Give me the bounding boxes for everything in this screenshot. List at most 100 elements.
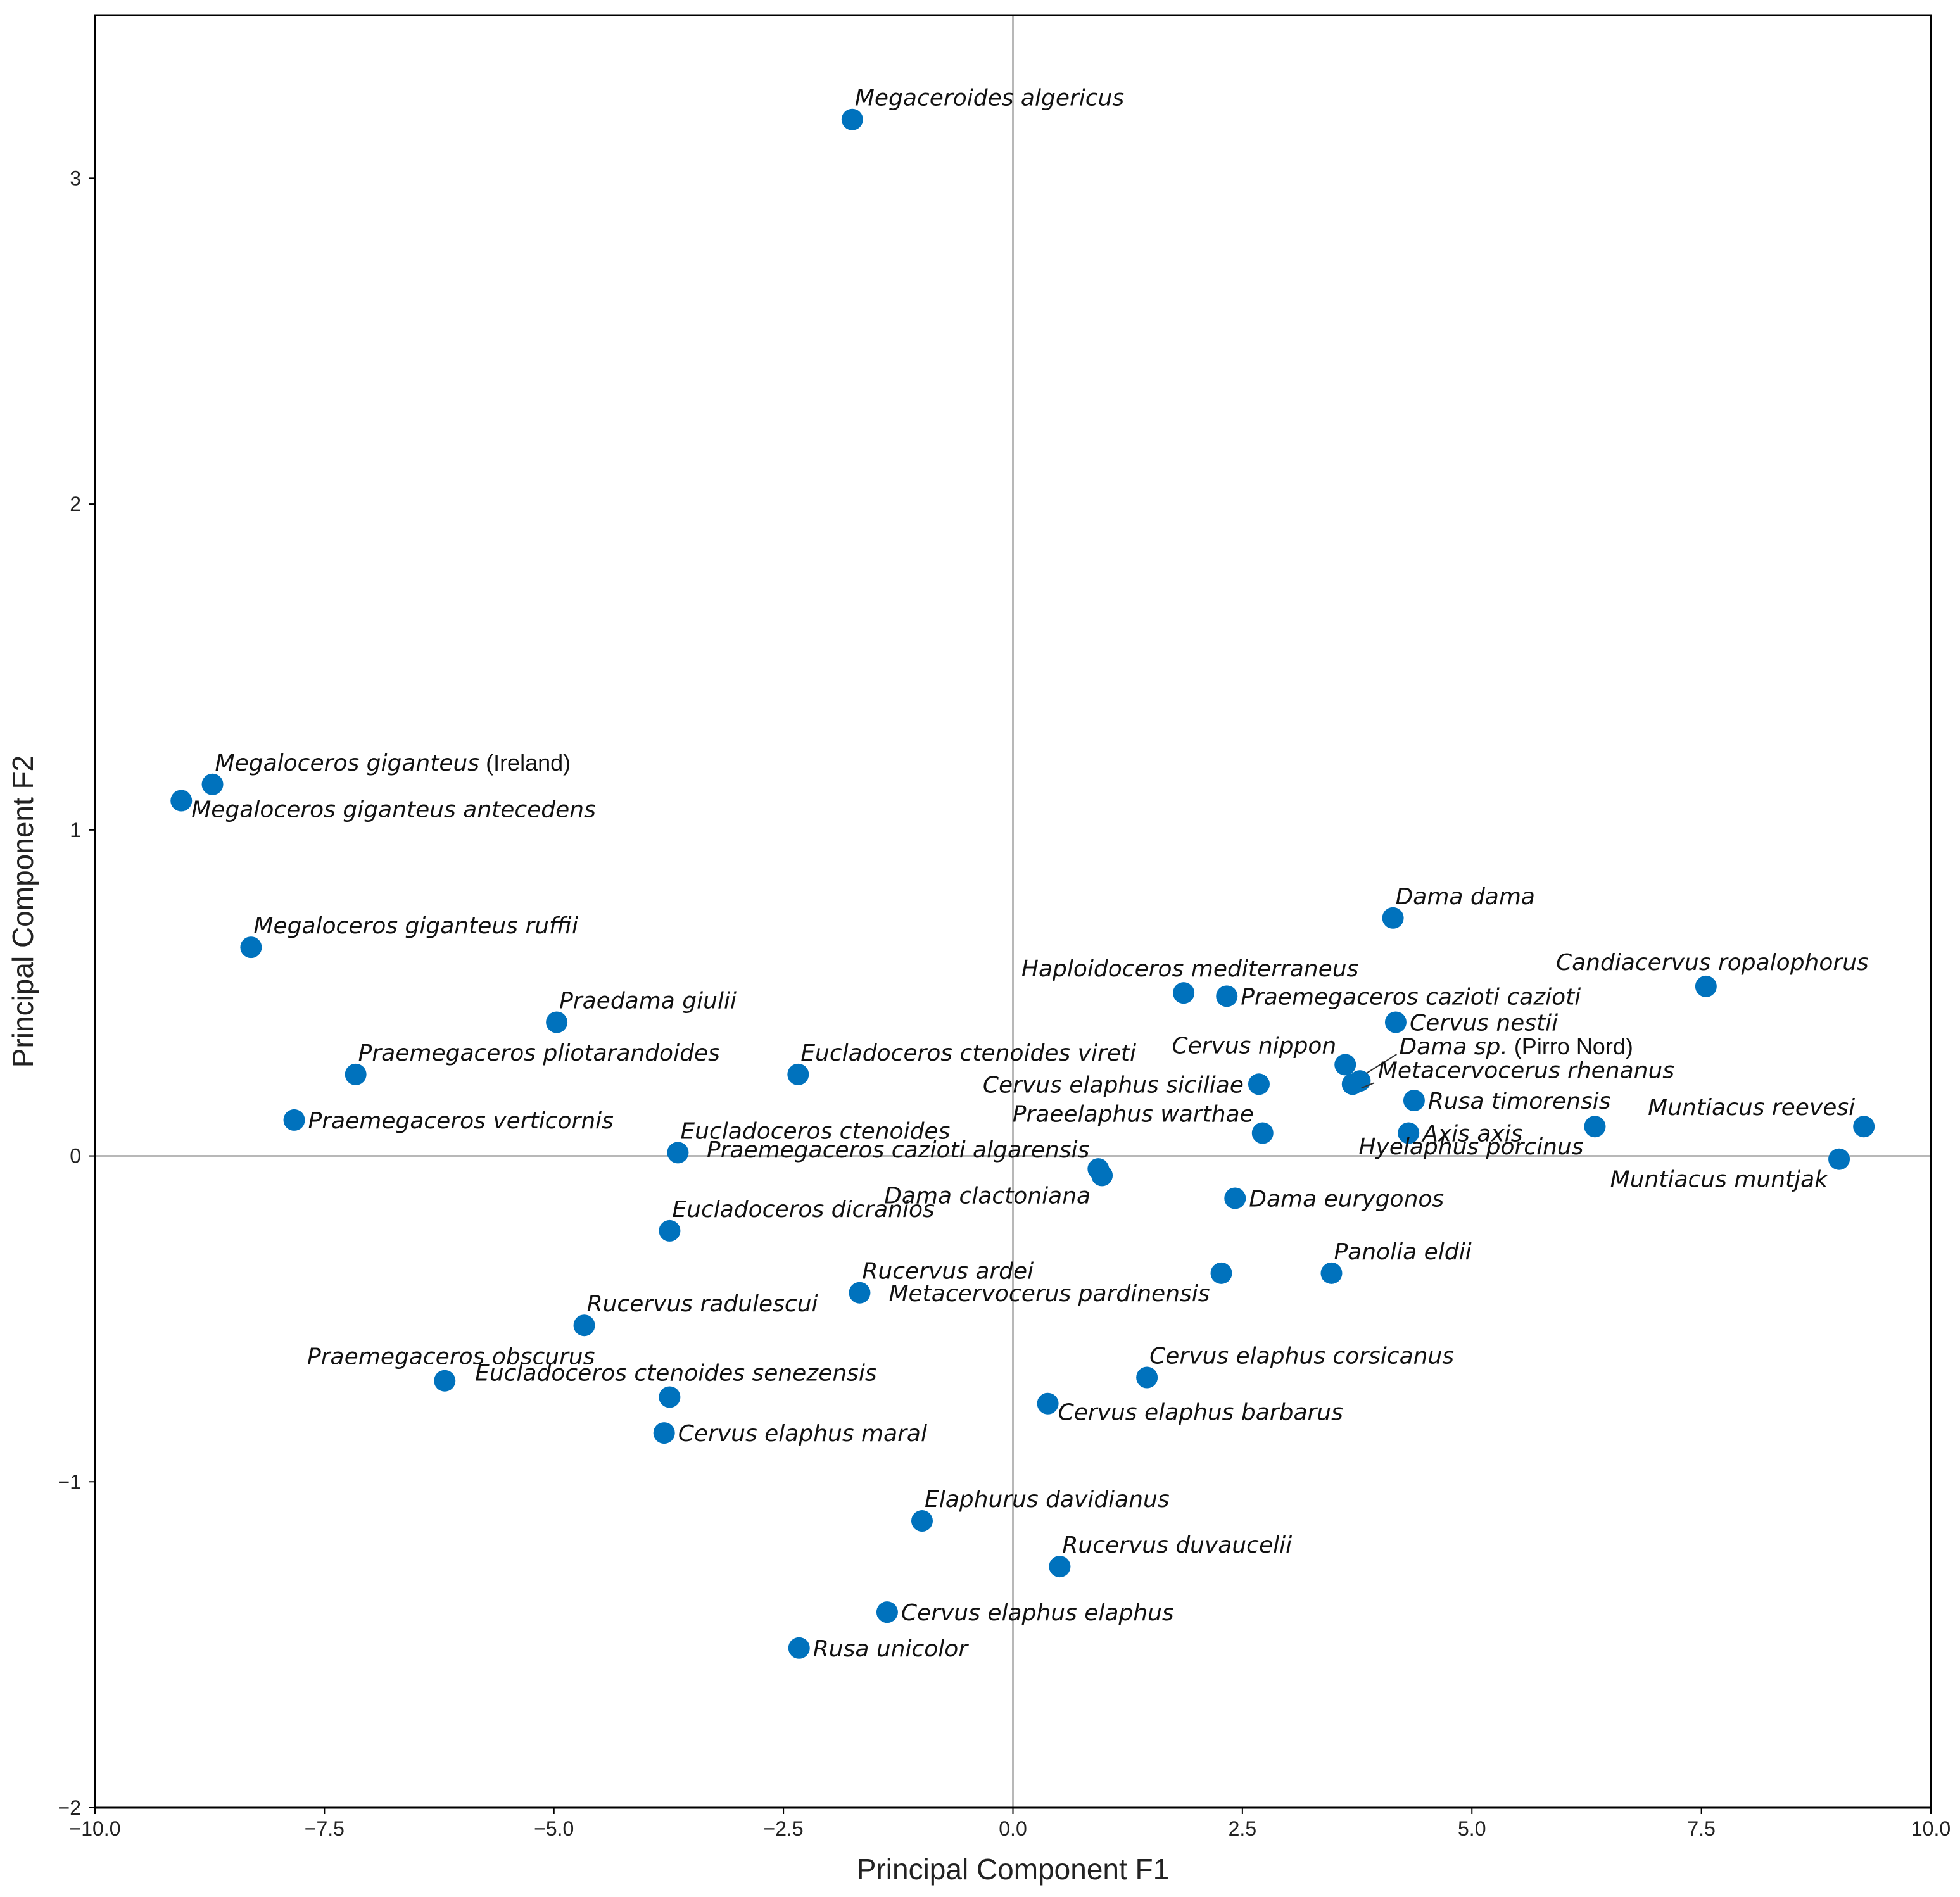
point-label: Candiacervus ropalophorus — [1556, 950, 1869, 976]
data-point — [1334, 1054, 1356, 1076]
data-point — [1382, 907, 1404, 929]
point-label: Rusa unicolor — [813, 1636, 970, 1662]
y-axis-title: Principal Component F2 — [6, 755, 39, 1068]
data-point — [659, 1220, 681, 1242]
label-leader-line — [1361, 1082, 1375, 1089]
data-point — [1384, 1011, 1407, 1033]
point-label: Eucladoceros ctenoides vireti — [800, 1040, 1136, 1066]
x-tick-label: −2.5 — [764, 1817, 804, 1840]
point-label: Cervus elaphus maral — [678, 1421, 927, 1447]
point-label: Dama eurygonos — [1249, 1186, 1444, 1212]
data-point — [1210, 1262, 1232, 1284]
point-label: Cervus elaphus barbarus — [1058, 1400, 1343, 1426]
point-label: Cervus elaphus siciliae — [983, 1072, 1244, 1098]
point-label: Metacervocerus rhenanus — [1378, 1057, 1674, 1083]
data-point — [1584, 1116, 1606, 1138]
data-point — [1398, 1122, 1420, 1144]
y-tick-label: −1 — [58, 1470, 81, 1493]
data-point — [1341, 1073, 1363, 1095]
point-labels: Megaceroides algericus Megaloceros gigant… — [191, 85, 1869, 1662]
data-point — [1173, 982, 1195, 1004]
data-point — [573, 1314, 595, 1337]
point-label: Muntiacus muntjak — [1610, 1167, 1830, 1193]
data-point — [667, 1142, 689, 1164]
data-point — [170, 790, 193, 812]
y-tick-label: 2 — [70, 493, 81, 515]
y-tick-label: 3 — [70, 167, 81, 189]
data-point — [653, 1422, 675, 1444]
point-label: Rucervus radulescui — [587, 1291, 818, 1317]
point-label: Megaceroides algericus — [855, 85, 1124, 111]
data-point — [283, 1109, 305, 1131]
data-point — [1216, 985, 1238, 1007]
data-point — [659, 1386, 681, 1408]
x-tick-label: 2.5 — [1229, 1817, 1256, 1840]
point-label: Haploidoceros mediterraneus — [1021, 956, 1358, 982]
reference-lines — [95, 15, 1931, 1808]
point-label: Cervus nippon — [1172, 1033, 1336, 1059]
x-tick-label: 0.0 — [999, 1817, 1027, 1840]
data-point — [788, 1637, 810, 1659]
data-point — [911, 1510, 933, 1532]
x-axis-title: Principal Component F1 — [857, 1853, 1169, 1886]
data-point — [1224, 1187, 1246, 1209]
data-point — [849, 1282, 871, 1304]
point-label: Panolia eldii — [1334, 1239, 1471, 1265]
point-label: Eucladoceros dicranios — [672, 1197, 934, 1223]
point-label: Praemegaceros verticornis — [308, 1108, 614, 1134]
x-tick-label: −7.5 — [305, 1817, 345, 1840]
x-tick-label: −10.0 — [70, 1817, 121, 1840]
data-point — [1695, 975, 1717, 997]
data-point — [1049, 1556, 1071, 1578]
point-label: Praemegaceros cazioti algarensis — [707, 1137, 1089, 1163]
point-label: Megaloceros giganteus antecedens — [191, 797, 596, 822]
point-label: Eucladoceros ctenoides senezensis — [475, 1360, 877, 1386]
data-point — [1087, 1158, 1110, 1180]
data-point — [345, 1063, 367, 1085]
data-points — [170, 108, 1875, 1659]
point-label: Muntiacus reevesi — [1648, 1095, 1855, 1121]
point-label: Metacervocerus pardinensis — [888, 1281, 1210, 1307]
y-axis-ticks: −2 −1 0 1 2 3 — [58, 167, 95, 1819]
y-tick-label: 1 — [70, 819, 81, 841]
x-tick-label: 10.0 — [1911, 1817, 1951, 1840]
y-tick-label: −2 — [58, 1796, 81, 1819]
point-label: Elaphurus davidianus — [925, 1487, 1170, 1513]
point-label: Praedama giulii — [559, 988, 737, 1014]
point-label: Praemegaceros pliotarandoides — [358, 1040, 720, 1066]
point-label: Rucervus ardei — [862, 1259, 1034, 1285]
x-tick-label: 5.0 — [1458, 1817, 1486, 1840]
data-point — [1037, 1392, 1059, 1415]
x-axis-ticks: −10.0 −7.5 −5.0 −2.5 0.0 2.5 5.0 7.5 10.0 — [70, 1808, 1951, 1840]
data-point — [1828, 1148, 1850, 1170]
data-point — [546, 1011, 568, 1033]
data-point — [1320, 1262, 1343, 1284]
data-point — [240, 936, 262, 959]
point-label: Axis axis — [1421, 1121, 1522, 1147]
point-label: Praeelaphus warthae — [1013, 1102, 1254, 1128]
point-label: Praemegaceros obscurus — [307, 1344, 595, 1370]
point-label: Hyelaphus porcinus — [1358, 1134, 1583, 1160]
data-point — [1853, 1116, 1875, 1138]
data-point — [201, 773, 224, 795]
x-tick-label: 7.5 — [1687, 1817, 1715, 1840]
data-point — [1251, 1122, 1274, 1144]
data-point — [787, 1063, 809, 1085]
point-label: Cervus elaphus elaphus — [901, 1600, 1174, 1626]
point-label: Cervus nestii — [1410, 1011, 1558, 1037]
data-point — [876, 1601, 898, 1623]
point-label: Megaloceros giganteus ruffii — [253, 913, 578, 939]
point-label: Praemegaceros cazioti cazioti — [1241, 984, 1581, 1010]
y-tick-label: 0 — [70, 1145, 81, 1168]
point-label: Dama sp. (Pirro Nord) — [1399, 1033, 1633, 1060]
data-point — [434, 1370, 456, 1392]
x-tick-label: −5.0 — [534, 1817, 574, 1840]
data-point — [1248, 1073, 1270, 1095]
label-leader-line — [1365, 1054, 1397, 1075]
point-label: Megaloceros giganteus (Ireland) — [215, 750, 571, 776]
data-point — [1403, 1090, 1425, 1112]
data-point — [841, 108, 863, 130]
point-label: Dama clactoniana — [884, 1183, 1091, 1209]
